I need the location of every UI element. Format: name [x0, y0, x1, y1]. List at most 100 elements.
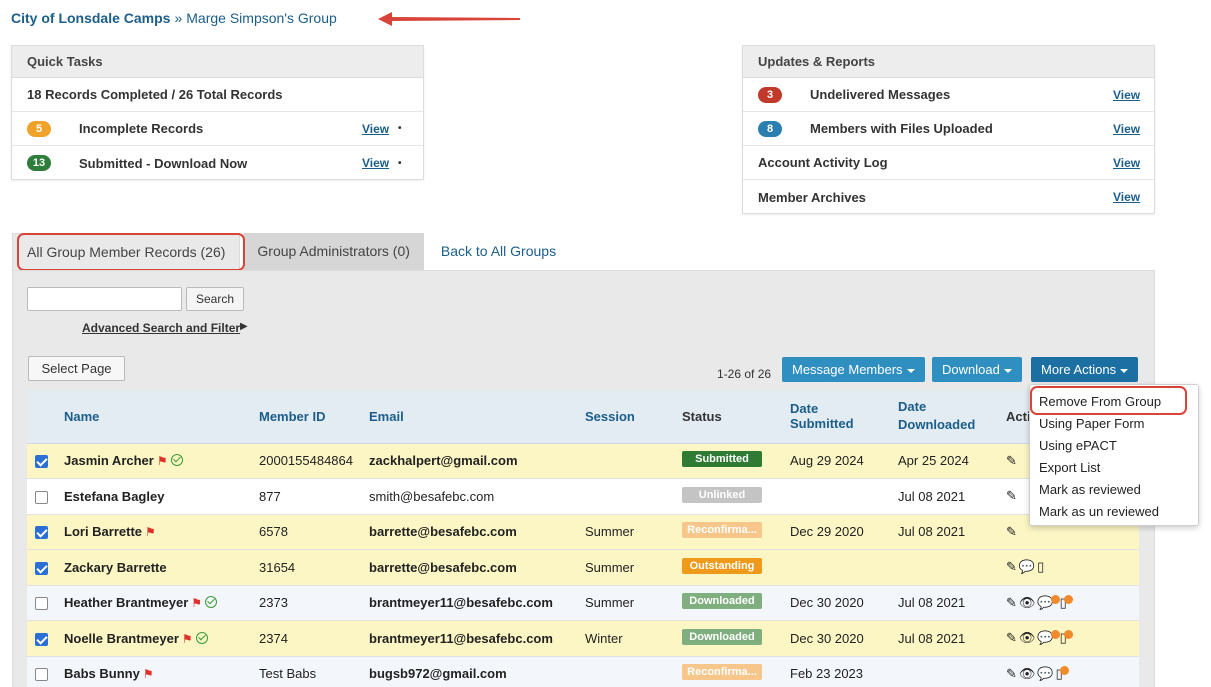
edit-pencil-icon[interactable]: ✎: [1006, 452, 1019, 468]
comment-icon[interactable]: 💬: [1037, 594, 1056, 610]
column-header-member-id[interactable]: Member ID: [251, 390, 361, 444]
edit-pencil-icon[interactable]: ✎: [1006, 488, 1019, 504]
table-row[interactable]: Heather Brantmeyer ⚑ 2373 brantmeyer11@be…: [27, 585, 1139, 621]
view-link[interactable]: View: [1113, 87, 1141, 102]
file-icon[interactable]: ▯: [1060, 595, 1069, 610]
more-actions-button[interactable]: More Actions: [1031, 357, 1139, 382]
column-header-session[interactable]: Session: [577, 390, 674, 444]
eye-icon[interactable]: 👁: [1018, 630, 1038, 646]
menu-item-using-epact[interactable]: Using ePACT: [1039, 438, 1117, 453]
date-submitted-cell: Feb 23 2023: [782, 656, 890, 687]
column-header-email[interactable]: Email: [361, 390, 577, 444]
quick-tasks-summary: 18 Records Completed / 26 Total Records: [12, 78, 423, 112]
search-input[interactable]: [27, 287, 182, 311]
count-badge: 5: [27, 120, 51, 137]
member-name[interactable]: Heather Brantmeyer: [64, 595, 189, 611]
update-label: Account Activity Log: [758, 155, 888, 170]
member-name[interactable]: Lori Barrette: [64, 524, 143, 540]
column-header-date-submitted[interactable]: Date Submitted: [782, 390, 890, 444]
download-button[interactable]: Download: [932, 357, 1022, 382]
flag-icon: ⚑: [156, 454, 168, 469]
name-cell: Estefana Bagley: [56, 478, 251, 515]
row-checkbox[interactable]: [35, 561, 48, 575]
menu-item-mark-unreviewed[interactable]: Mark as un reviewed: [1039, 504, 1159, 519]
edit-pencil-icon[interactable]: ✎: [1006, 559, 1019, 575]
comment-add-icon[interactable]: 💬: [1037, 665, 1056, 681]
search-button[interactable]: Search: [186, 287, 244, 311]
actions-cell: ✎👁💬▯: [998, 620, 1139, 657]
view-link[interactable]: View: [362, 156, 390, 170]
row-checkbox[interactable]: [35, 597, 48, 611]
breadcrumb-org-link[interactable]: City of Lonsdale Camps: [11, 10, 171, 26]
view-link[interactable]: View: [1113, 190, 1141, 204]
caret-down-icon: [1120, 368, 1129, 373]
member-name[interactable]: Jasmin Archer: [64, 453, 154, 469]
download-label: Download: [942, 362, 1000, 377]
edit-pencil-icon[interactable]: ✎: [1006, 523, 1019, 539]
reviewed-check-icon: [195, 631, 208, 644]
menu-item-using-paper-form[interactable]: Using Paper Form: [1039, 416, 1145, 431]
menu-item-remove-from-group[interactable]: Remove From Group: [1039, 394, 1162, 409]
comment-add-icon[interactable]: 💬: [1018, 559, 1038, 575]
member-id-cell: 31654: [251, 549, 361, 586]
date-downloaded-cell: Jul 08 2021: [890, 514, 998, 550]
row-checkbox[interactable]: [35, 632, 48, 646]
message-members-button[interactable]: Message Members: [782, 357, 925, 382]
name-cell: Noelle Brantmeyer ⚑: [56, 620, 251, 657]
tab-highlight-annotation: [17, 233, 245, 271]
row-checkbox[interactable]: [35, 668, 48, 682]
records-summary-text: 18 Records Completed / 26 Total Records: [27, 87, 283, 102]
table-row[interactable]: Noelle Brantmeyer ⚑ 2374 brantmeyer11@bes…: [27, 620, 1139, 657]
row-checkbox[interactable]: [35, 490, 48, 504]
date-submitted-cell: [782, 478, 890, 515]
row-checkbox[interactable]: [35, 526, 48, 540]
table-row[interactable]: Babs Bunny ⚑ Test Babs bugsb972@gmail.com…: [27, 656, 1139, 687]
eye-icon[interactable]: 👁: [1018, 665, 1038, 681]
file-icon[interactable]: ▯: [1056, 666, 1065, 681]
edit-pencil-icon[interactable]: ✎: [1006, 665, 1019, 681]
view-link[interactable]: View: [1113, 155, 1141, 170]
breadcrumb-separator: »: [174, 10, 183, 26]
update-row: Member Archives View: [743, 180, 1154, 214]
advanced-search-link[interactable]: Advanced Search and Filter: [82, 321, 241, 335]
tab-group-administrators[interactable]: Group Administrators (0): [243, 233, 424, 270]
name-cell: Heather Brantmeyer ⚑: [56, 585, 251, 621]
reviewed-check-icon: [170, 454, 183, 467]
name-cell: Zackary Barrette: [56, 549, 251, 586]
notification-dot-icon: [1059, 665, 1069, 675]
date-submitted-cell: [782, 549, 890, 586]
more-actions-menu: Remove From Group Using Paper Form Using…: [1029, 384, 1199, 526]
comment-icon[interactable]: 💬: [1037, 630, 1056, 646]
table-row[interactable]: Jasmin Archer ⚑ 2000155484864 zackhalpert…: [27, 443, 1139, 479]
session-cell: [577, 443, 674, 479]
file-add-icon[interactable]: ▯: [1037, 559, 1047, 575]
table-row[interactable]: Estefana Bagley 877 smith@besafebc.com U…: [27, 478, 1139, 515]
updates-title: Updates & Reports: [743, 46, 1154, 78]
file-icon[interactable]: ▯: [1059, 630, 1069, 646]
email-cell: barrette@besafebc.com: [361, 549, 577, 586]
table-row[interactable]: Lori Barrette ⚑ 6578 barrette@besafebc.co…: [27, 514, 1139, 550]
row-checkbox[interactable]: [35, 455, 48, 469]
member-name[interactable]: Noelle Brantmeyer: [64, 630, 179, 646]
caret-down-icon: [1003, 368, 1012, 373]
column-header-name[interactable]: Name: [56, 390, 251, 444]
member-name[interactable]: Babs Bunny: [64, 666, 140, 682]
column-header-date-downloaded[interactable]: Date Downloaded: [890, 390, 998, 444]
edit-pencil-icon[interactable]: ✎: [1006, 594, 1019, 610]
menu-item-export-list[interactable]: Export List: [1039, 460, 1101, 475]
select-page-button[interactable]: Select Page: [28, 356, 125, 381]
member-name[interactable]: Estefana Bagley: [64, 488, 165, 504]
email-cell: barrette@besafebc.com: [361, 514, 577, 550]
view-link[interactable]: View: [1113, 121, 1141, 136]
back-to-groups-link[interactable]: Back to All Groups: [440, 243, 557, 259]
tab-all-members[interactable]: All Group Member Records (26): [12, 233, 241, 270]
table-row[interactable]: Zackary Barrette 31654 barrette@besafebc…: [27, 549, 1139, 586]
flag-icon: ⚑: [191, 596, 203, 611]
view-link[interactable]: View: [362, 121, 390, 136]
menu-item-mark-reviewed[interactable]: Mark as reviewed: [1039, 482, 1141, 497]
member-name[interactable]: Zackary Barrette: [64, 559, 167, 575]
edit-pencil-icon[interactable]: ✎: [1006, 630, 1019, 646]
eye-icon[interactable]: 👁: [1018, 594, 1038, 610]
date-submitted-cell: Aug 29 2024: [782, 443, 890, 479]
status-cell: Downloaded: [674, 620, 782, 657]
